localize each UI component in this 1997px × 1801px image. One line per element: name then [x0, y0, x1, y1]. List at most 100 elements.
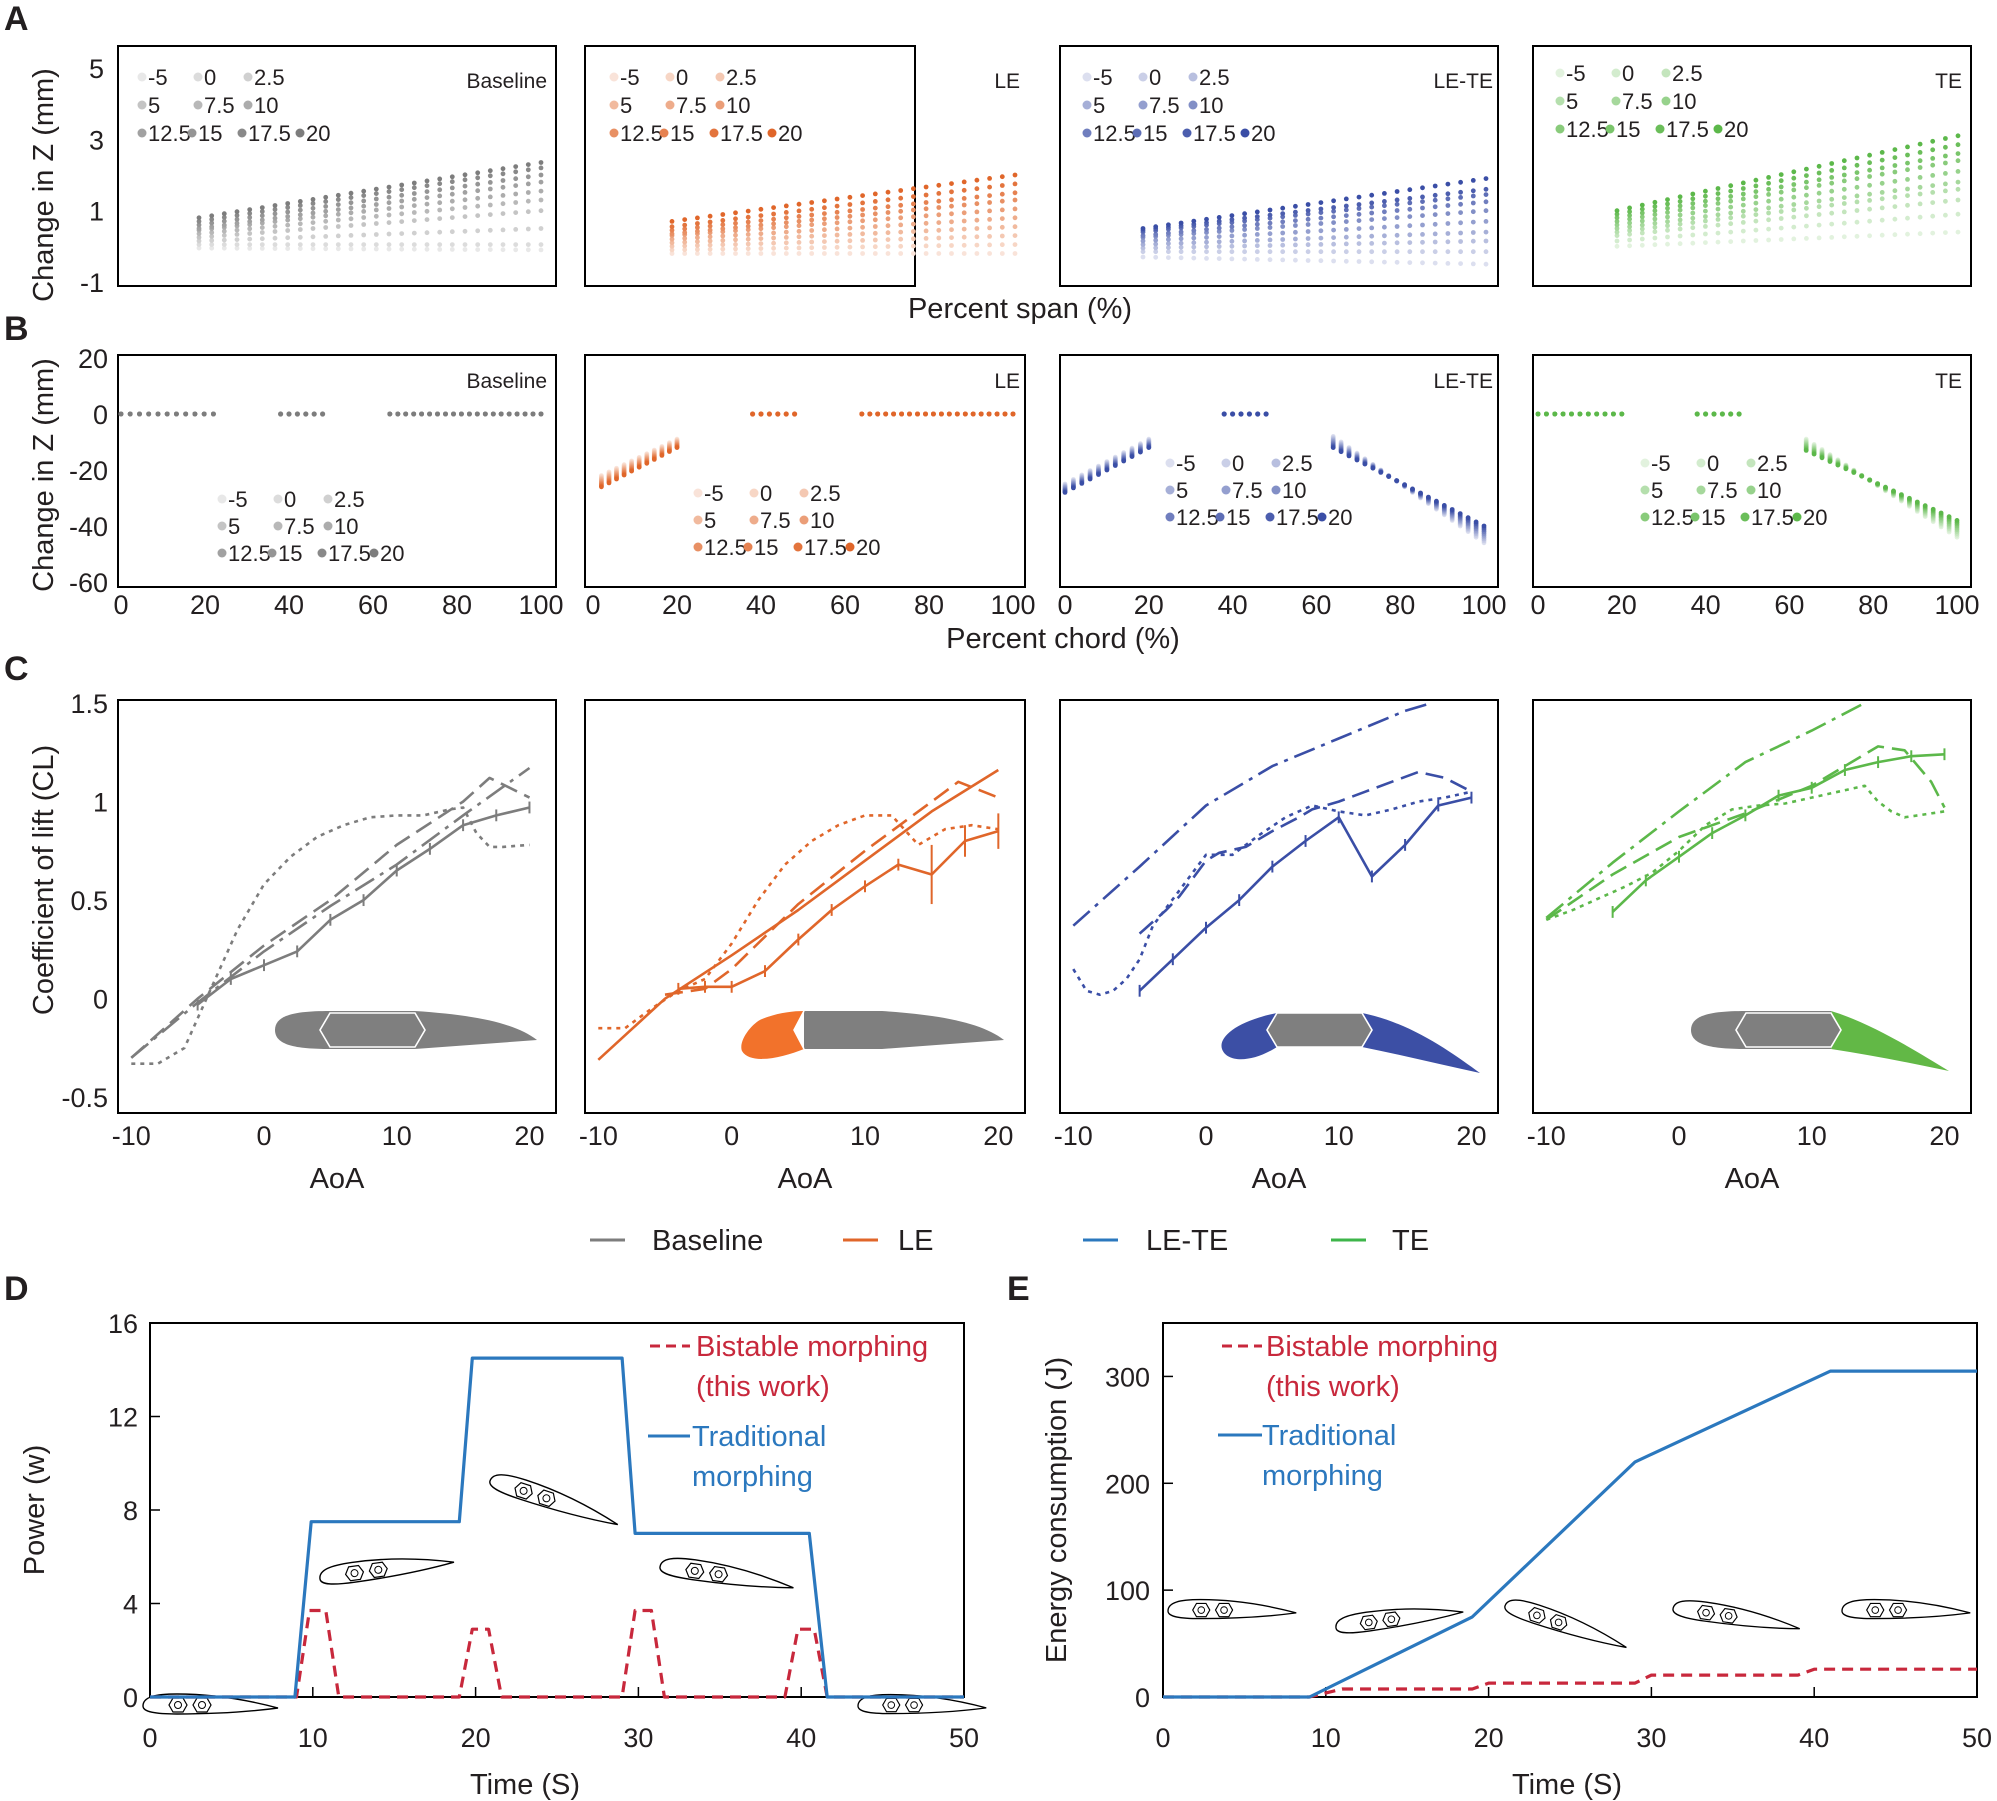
panel-a-legend-dot	[243, 100, 253, 110]
panel-a-point	[758, 236, 764, 242]
panel-a-point	[1140, 238, 1146, 244]
panel-a-point	[1178, 229, 1184, 235]
panel-a-point	[348, 210, 354, 216]
panel-a-point	[247, 242, 253, 248]
legend-e-bistable-line1: Bistable morphing	[1266, 1331, 1498, 1363]
panel-a-point	[475, 228, 481, 234]
panel-a-point	[538, 242, 544, 248]
panel-a-point	[1917, 214, 1923, 220]
panel-a-point	[1242, 211, 1247, 217]
panel-a-point	[1677, 233, 1683, 239]
panel-a-point	[1305, 208, 1311, 213]
panel-b-point	[1914, 499, 1920, 505]
panel-a-point	[796, 251, 802, 256]
panel-c-xtick: -10	[112, 1121, 151, 1151]
panel-a-point	[1166, 230, 1171, 236]
panel-a-point	[758, 226, 764, 232]
panel-a-point	[272, 229, 278, 234]
panel-b-ylabel: Change in Z (mm)	[28, 358, 60, 592]
airfoil-le-flap	[741, 1011, 804, 1059]
panel-a-point	[1369, 259, 1375, 265]
panel-a-point	[1841, 178, 1847, 184]
panel-b-point	[1255, 411, 1261, 417]
panel-a-point	[247, 246, 253, 251]
panel-a-point	[1229, 213, 1235, 219]
panel-b-ytick: 0	[93, 400, 108, 430]
airfoil-outline	[1841, 1598, 1971, 1620]
panel-a-point	[221, 228, 227, 234]
panel-a-point	[475, 213, 481, 219]
panel-a-point	[949, 219, 954, 225]
panel-a-point	[1955, 133, 1961, 139]
panel-a-point	[847, 225, 853, 231]
panel-b-point	[522, 411, 528, 417]
panel-a-legend-dot	[1132, 128, 1142, 138]
panel-a-point	[1778, 178, 1784, 184]
panel-a-point	[1614, 211, 1620, 217]
panel-a-point	[1483, 199, 1489, 205]
panel-a-point	[1445, 203, 1451, 208]
panel-a-point	[1614, 215, 1620, 221]
panel-a-point	[1690, 240, 1696, 246]
panel-a-point	[911, 229, 916, 234]
panel-b-xtick: 0	[1057, 590, 1072, 620]
panel-a-point	[1791, 236, 1797, 242]
panel-a-box-baseline	[117, 45, 557, 287]
panel-a-point	[771, 205, 776, 211]
panel-a-point	[1766, 198, 1771, 204]
airfoil-icon	[275, 1011, 537, 1049]
panel-d-ytick: 16	[108, 1309, 138, 1339]
panel-a-point	[936, 205, 942, 210]
panel-a-point	[1943, 198, 1948, 204]
panel-b-point	[621, 472, 627, 478]
panel-b-legend-dot	[693, 488, 703, 498]
panel-a-point	[1778, 225, 1784, 231]
panel-b-legend-label: 10	[810, 508, 834, 533]
airfoil-center-outline	[319, 1012, 426, 1048]
panel-a-point	[745, 241, 751, 247]
panel-a-point	[373, 232, 379, 237]
panel-a-point	[1293, 213, 1298, 218]
panel-a-point	[475, 242, 481, 248]
panel-b-legend-label: 0	[284, 487, 296, 512]
panel-a-point	[196, 245, 202, 251]
panel-a-point	[1816, 235, 1822, 241]
airfoil-outline	[1167, 1598, 1297, 1620]
panel-b-point	[614, 476, 619, 482]
panel-a-point	[1753, 227, 1759, 233]
panel-b-xtick: 60	[358, 590, 388, 620]
panel-a-point	[297, 203, 303, 208]
panel-a-tag-baseline: Baseline	[466, 70, 547, 93]
panel-a-point	[1331, 198, 1336, 204]
panel-a-point	[1280, 205, 1286, 211]
panel-b-legend-dot	[1165, 458, 1175, 468]
panel-a-point	[1627, 231, 1632, 237]
panel-a-point	[720, 251, 726, 256]
panel-a-point	[1766, 175, 1771, 180]
panel-a-point	[297, 199, 303, 204]
panel-a-point	[1140, 245, 1146, 251]
panel-a-point	[1879, 205, 1885, 211]
panel-a-point	[513, 247, 519, 253]
panel-a-point	[1854, 208, 1860, 213]
panel-d-legend: Bistable morphing (this work) Traditiona…	[648, 1331, 928, 1493]
airfoil-pin	[1387, 1615, 1396, 1624]
panel-a-point	[1816, 222, 1822, 228]
panel-a-point	[335, 192, 341, 198]
panel-a-point	[1229, 256, 1235, 262]
panel-c-lines-te	[1545, 701, 1946, 922]
panel-a-point	[234, 220, 240, 226]
panel-a-point	[487, 186, 493, 192]
panel-a-point	[196, 235, 202, 240]
panel-a-point	[796, 228, 802, 234]
panel-a-point	[695, 247, 700, 252]
panel-a-point	[1407, 249, 1413, 255]
panel-a-point	[911, 201, 916, 207]
panel-b-point	[766, 411, 773, 417]
panel-a-point	[259, 242, 265, 248]
panel-a-point	[234, 213, 240, 218]
panel-a-point	[834, 226, 840, 232]
panel-b-point	[174, 411, 179, 417]
panel-e-xtick: 10	[1311, 1723, 1341, 1753]
panel-b-point	[435, 411, 440, 417]
